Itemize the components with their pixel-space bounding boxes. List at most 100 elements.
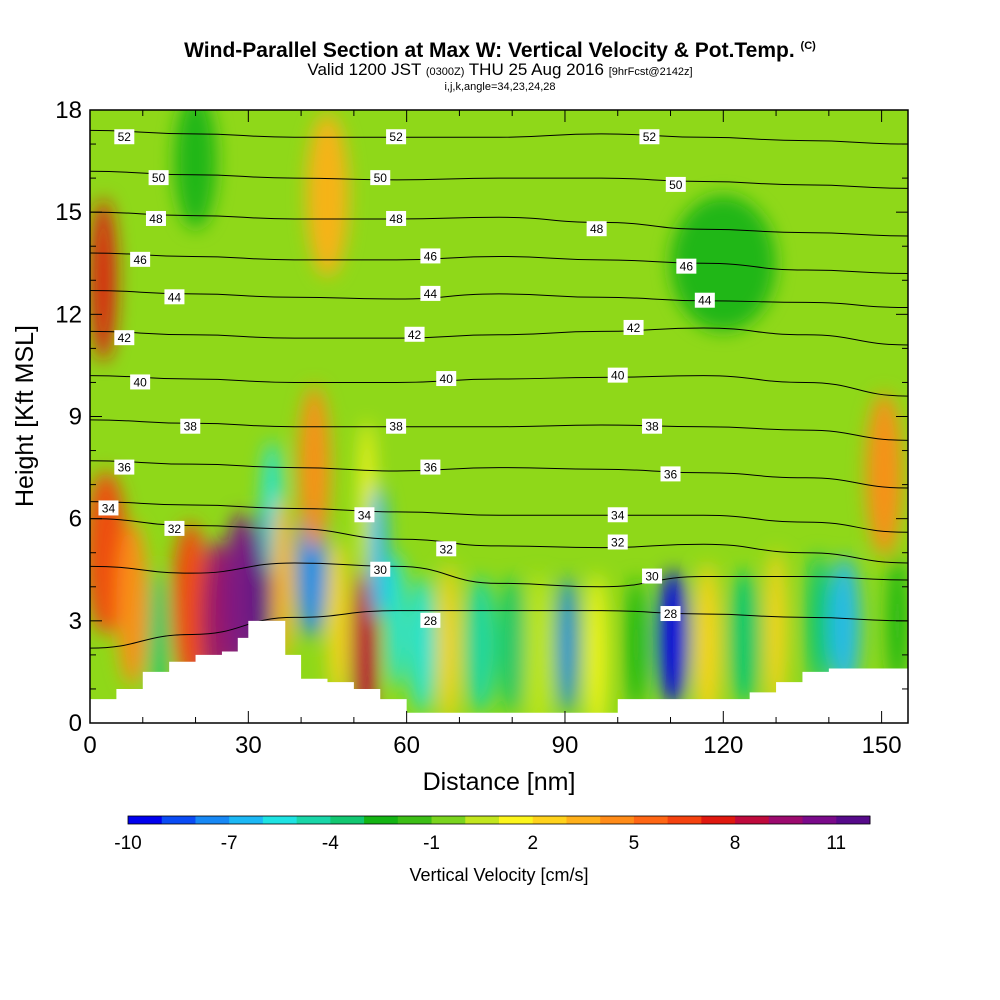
colorbar-swatch [296, 816, 331, 824]
x-tick-label: 150 [862, 732, 902, 759]
theta-label-box [386, 210, 407, 226]
theta-label-box [642, 418, 663, 434]
theta-label: 34 [354, 507, 375, 523]
w-cell [694, 562, 721, 723]
colorbar-title: Vertical Velocity [cm/s] [409, 865, 588, 885]
colorbar-tick-label: -7 [221, 833, 238, 854]
plot-area: 52 52 52 50 50 50 48 48 48 46 46 46 44 44 44 42 42 42 40 40… [90, 110, 908, 723]
theta-label: 52 [114, 129, 135, 145]
colorbar-swatch [499, 816, 534, 824]
theta-contour-36 [90, 460, 908, 489]
theta-label: 42 [114, 330, 135, 346]
w-cell [174, 110, 217, 230]
theta-contour-38 [90, 419, 908, 441]
theta-label-text: 46 [133, 253, 147, 267]
colorbar-swatch [195, 816, 230, 824]
colorbar-swatch [600, 816, 635, 824]
theta-label: 44 [164, 289, 185, 305]
x-tick-label: 60 [393, 732, 420, 759]
theta-label-box [114, 330, 135, 346]
theta-label-text: 42 [118, 331, 132, 345]
w-cell [327, 539, 349, 703]
theta-label-text: 46 [680, 260, 694, 274]
theta-contour-34 [90, 501, 908, 533]
colorbar-swatch [532, 816, 567, 824]
theta-label-text: 38 [184, 420, 198, 434]
theta-label: 46 [676, 258, 697, 274]
theta-label-box [607, 507, 628, 523]
theta-label-box [386, 418, 407, 434]
w-cell [625, 576, 647, 713]
w-cell [116, 522, 149, 686]
colorbar-tick-label: -4 [322, 833, 339, 854]
theta-label-box [180, 418, 201, 434]
theta-label-text: 44 [698, 294, 712, 308]
theta-label-text: 36 [424, 461, 438, 475]
theta-contour-50 [90, 170, 908, 189]
theta-label-box [130, 374, 151, 390]
theta-label-text: 48 [590, 222, 604, 236]
theta-label: 38 [642, 418, 663, 434]
theta-label-text: 46 [424, 249, 438, 263]
colorbar-tick-label: 5 [629, 833, 640, 854]
colorbar-swatch [262, 816, 298, 824]
theta-label: 40 [130, 374, 151, 390]
theta-label-text: 50 [669, 178, 683, 192]
w-cell [499, 576, 526, 713]
theta-label-box [130, 251, 151, 267]
theta-label-text: 30 [645, 570, 659, 584]
theta-label-text: 44 [424, 287, 438, 301]
theta-label: 48 [586, 221, 607, 237]
theta-label-box [436, 541, 457, 557]
theta-label: 50 [370, 170, 391, 186]
theta-label-box [98, 500, 119, 516]
theta-label: 48 [145, 210, 166, 226]
theta-label-box [386, 129, 407, 145]
theta-contour-32 [90, 518, 908, 564]
colorbar-swatch [431, 816, 466, 824]
section-params: i,j,k,angle=34,23,24,28 [444, 81, 556, 93]
colorbar-swatch [633, 816, 669, 824]
terrain [90, 620, 908, 723]
w-cell [865, 392, 903, 557]
colorbar-swatch [566, 816, 601, 824]
theta-label-box [586, 221, 607, 237]
theta-label-text: 42 [627, 321, 641, 335]
theta-label-text: 34 [358, 508, 372, 522]
theta-label: 28 [660, 606, 681, 622]
theta-label-box [404, 326, 425, 342]
chart-title-block: Wind-Parallel Section at Max W: Vertical… [0, 34, 1000, 94]
theta-label: 52 [639, 129, 660, 145]
theta-label-box [420, 248, 441, 264]
theta-label-text: 52 [118, 130, 132, 144]
theta-label: 44 [694, 292, 715, 308]
theta-label: 50 [148, 170, 169, 186]
theta-label: 34 [607, 507, 628, 523]
theta-label: 48 [386, 210, 407, 226]
theta-label: 32 [436, 541, 457, 557]
y-axis-title: Height [Kft MSL] [11, 325, 39, 507]
theta-label-box [420, 459, 441, 475]
w-cell [171, 522, 209, 686]
theta-label-box [623, 319, 644, 335]
w-cell [367, 484, 389, 621]
theta-contour-48 [90, 211, 908, 237]
y-tick-label: 18 [55, 97, 82, 124]
w-cell [409, 576, 436, 713]
colorbar: -10 -7 -4 -1 2 5 8 11 [114, 815, 871, 854]
colorbar-tick-label: 2 [527, 833, 538, 854]
theta-label: 36 [660, 466, 681, 482]
theta-label: 46 [130, 251, 151, 267]
w-cell [306, 113, 349, 277]
theta-label-text: 32 [440, 542, 454, 556]
w-cell [385, 552, 407, 689]
theta-label-text: 34 [102, 501, 116, 515]
potential-temperature-contours [90, 129, 908, 649]
theta-label-text: 52 [389, 130, 403, 144]
theta-label: 40 [607, 367, 628, 383]
theta-label: 34 [98, 500, 119, 516]
colorbar-tick-label: 8 [730, 833, 741, 854]
theta-label-box [607, 534, 628, 550]
theta-label-box [660, 606, 681, 622]
theta-label-text: 44 [168, 290, 182, 304]
